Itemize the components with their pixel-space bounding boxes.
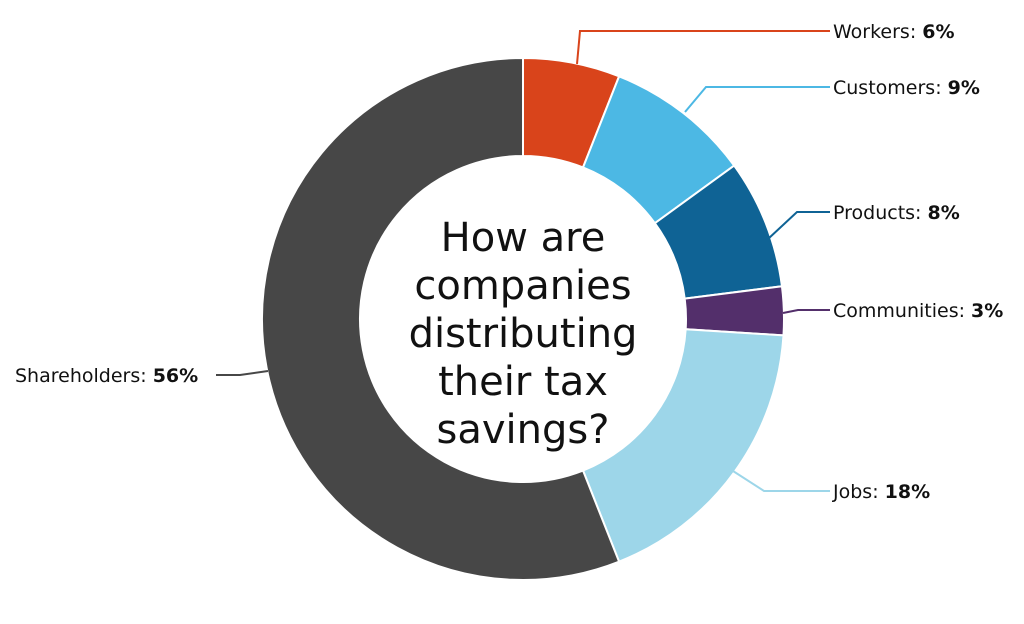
chart-title: How are companies distributing their tax… — [383, 214, 663, 454]
chart-title-line: companies — [414, 263, 632, 309]
leader-line-products — [767, 211, 830, 240]
leader-lines — [216, 30, 830, 492]
slice-label-jobs: Jobs: 18% — [832, 481, 930, 503]
slice-label-products: Products: 8% — [833, 202, 960, 224]
slice-label-customers: Customers: 9% — [833, 77, 980, 99]
slice-label-communities: Communities: 3% — [833, 300, 1003, 322]
chart-title-line: savings? — [436, 407, 610, 453]
chart-title-line: distributing — [408, 311, 638, 357]
slice-shareholders — [261, 56, 621, 581]
leader-line-jobs — [732, 470, 830, 492]
slice-labels: Workers: 6% Customers: 9% Products: 8% C… — [15, 21, 1003, 503]
leader-line-communities — [782, 309, 830, 314]
donut-slices — [261, 56, 785, 581]
leader-line-customers — [684, 86, 830, 113]
chart-title-line: How are — [440, 215, 606, 261]
leader-line-shareholders — [216, 370, 269, 376]
leader-line-workers — [576, 30, 830, 65]
slice-label-workers: Workers: 6% — [833, 21, 955, 43]
chart-title-line: their tax — [438, 359, 608, 405]
slice-label-shareholders: Shareholders: 56% — [15, 365, 198, 387]
